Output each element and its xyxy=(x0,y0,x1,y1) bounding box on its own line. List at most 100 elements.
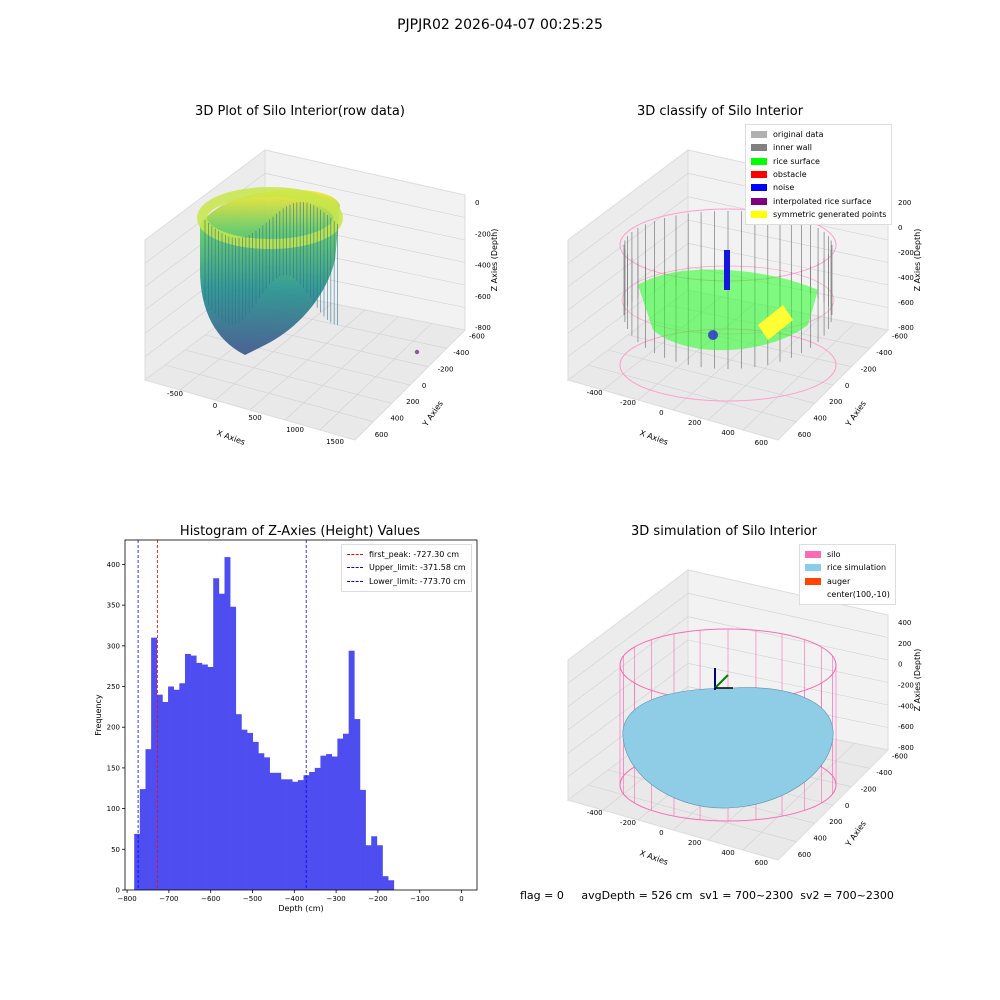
sim-z-tick: 0 xyxy=(898,661,902,669)
histogram-legend: first_peak: -727.30 cm Upper_limit: -371.… xyxy=(341,544,472,592)
histogram-bar xyxy=(145,749,152,890)
legend-swatch xyxy=(805,564,821,572)
histogram-x-tick: −500 xyxy=(243,895,262,903)
legend-swatch xyxy=(347,554,363,556)
cls-x-tick: -200 xyxy=(620,399,636,407)
histogram-bar xyxy=(292,781,299,890)
histogram-bar xyxy=(235,714,242,890)
legend-swatch xyxy=(751,184,767,192)
histogram-bar xyxy=(354,719,361,890)
histogram-bar xyxy=(162,701,169,890)
cls-back-grid xyxy=(687,219,889,263)
legend-entry: Lower_limit: -773.70 cm xyxy=(347,575,466,588)
histogram-x-tick: −800 xyxy=(117,895,136,903)
sim-back-grid xyxy=(687,616,889,661)
legend-label: symmetric generated points xyxy=(773,209,887,219)
histogram-y-tick: 250 xyxy=(107,683,120,691)
sim-back-grid xyxy=(687,663,889,706)
histogram-bar xyxy=(190,655,197,890)
sim-z-tick: 400 xyxy=(898,619,911,627)
histogram-bar xyxy=(230,606,237,890)
sim-y-tick: -400 xyxy=(876,769,892,777)
histogram-bar xyxy=(371,836,378,890)
raw-z-tick: -400 xyxy=(475,262,491,270)
cls-noise-cluster xyxy=(708,330,718,340)
histogram-bar xyxy=(343,733,349,890)
histogram-y-tick: 0 xyxy=(116,887,120,895)
legend-label: silo xyxy=(827,550,841,560)
raw-z-label: Z Axies (Depth) xyxy=(490,229,499,292)
histogram-bar xyxy=(309,771,316,890)
sim-legend: silo rice simulation auger center(100,-10) xyxy=(799,544,896,606)
histogram-bar xyxy=(168,686,175,890)
histogram-bar xyxy=(269,772,276,890)
sim-x-tick: 0 xyxy=(659,829,663,837)
cls-left-grid xyxy=(567,219,689,311)
sim-z-tick: -600 xyxy=(898,723,914,731)
cls-y-tick: 0 xyxy=(845,382,849,390)
sim-x-label: X Axies xyxy=(638,848,669,867)
histogram-x-tick: −200 xyxy=(368,895,387,903)
sim-axes-3d xyxy=(566,569,890,861)
histogram-y-tick: 300 xyxy=(107,642,120,650)
raw-3d-title: 3D Plot of Silo Interior(row data) xyxy=(195,104,405,119)
cls-x-tick: -400 xyxy=(587,389,603,397)
sim-left-grid xyxy=(567,616,689,707)
legend-swatch xyxy=(805,577,821,585)
sim-left-grid xyxy=(567,663,689,754)
histogram-bar xyxy=(184,653,191,890)
raw-y-tick: -200 xyxy=(438,365,454,373)
histogram-x-tick: −100 xyxy=(410,895,429,903)
legend-swatch xyxy=(805,551,821,559)
histogram-x-tick: 0 xyxy=(459,895,463,903)
cls-y-tick: -200 xyxy=(861,365,877,373)
raw-back-grid xyxy=(264,173,466,218)
cls-z-tick: 0 xyxy=(898,224,902,232)
histogram-title: Histogram of Z-Axies (Height) Values xyxy=(179,524,421,539)
legend-label: auger xyxy=(827,576,851,586)
raw-y-label: Y Axies xyxy=(420,399,445,429)
cls-z-tick: 200 xyxy=(898,199,911,207)
histogram-bar xyxy=(201,664,208,890)
legend-label: obstacle xyxy=(773,170,807,180)
cls-x-tick: 400 xyxy=(721,429,734,437)
legend-entry: original data xyxy=(751,128,886,141)
histogram-y-tick: 150 xyxy=(107,764,120,772)
cls-y-tick: -600 xyxy=(892,333,908,341)
sv1-text: sv1 = 700~2300 xyxy=(699,889,794,902)
raw-x-tick: 500 xyxy=(248,414,261,422)
legend-entry: inner wall xyxy=(751,141,886,154)
sim-x-tick: -400 xyxy=(587,809,603,817)
histogram-bar xyxy=(388,880,395,890)
sim-auger-y xyxy=(714,674,729,689)
status-line: flag = 0 avgDepth = 526 cm sv1 = 700~230… xyxy=(520,889,894,902)
histogram-y-tick: 200 xyxy=(107,724,120,732)
sim-y-label: Y Axies xyxy=(843,819,868,849)
sim-3d-title: 3D simulation of Silo Interior xyxy=(631,524,817,539)
avg-depth-text: avgDepth = 526 cm xyxy=(581,889,693,902)
legend-entry: interpolated rice surface xyxy=(751,194,886,207)
legend-entry: rice surface xyxy=(751,155,886,168)
histogram-y-tick: 50 xyxy=(111,846,120,854)
histogram-bar xyxy=(134,833,141,890)
raw-z-tick: -800 xyxy=(475,324,491,332)
histogram-y-label: Frequency xyxy=(94,694,103,736)
cls-z-tick: -800 xyxy=(898,324,914,332)
cls-symmetric-points xyxy=(758,305,793,340)
sim-y-tick: 600 xyxy=(798,851,811,859)
raw-y-tick: -400 xyxy=(453,349,469,357)
histogram-x-tick: −700 xyxy=(159,895,178,903)
cls-y-tick: 400 xyxy=(813,415,826,423)
raw-y-tick: 0 xyxy=(422,382,426,390)
histogram-bar xyxy=(320,755,327,890)
histogram-bar xyxy=(331,756,338,890)
cls-y-label: Y Axies xyxy=(843,399,868,429)
legend-entry: noise xyxy=(751,181,886,194)
cls-x-tick: 200 xyxy=(688,419,701,427)
legend-swatch xyxy=(347,567,363,569)
legend-label: noise xyxy=(773,183,795,193)
histogram-bar xyxy=(365,845,372,890)
legend-swatch xyxy=(751,210,767,218)
sim-back-grid xyxy=(687,593,889,638)
